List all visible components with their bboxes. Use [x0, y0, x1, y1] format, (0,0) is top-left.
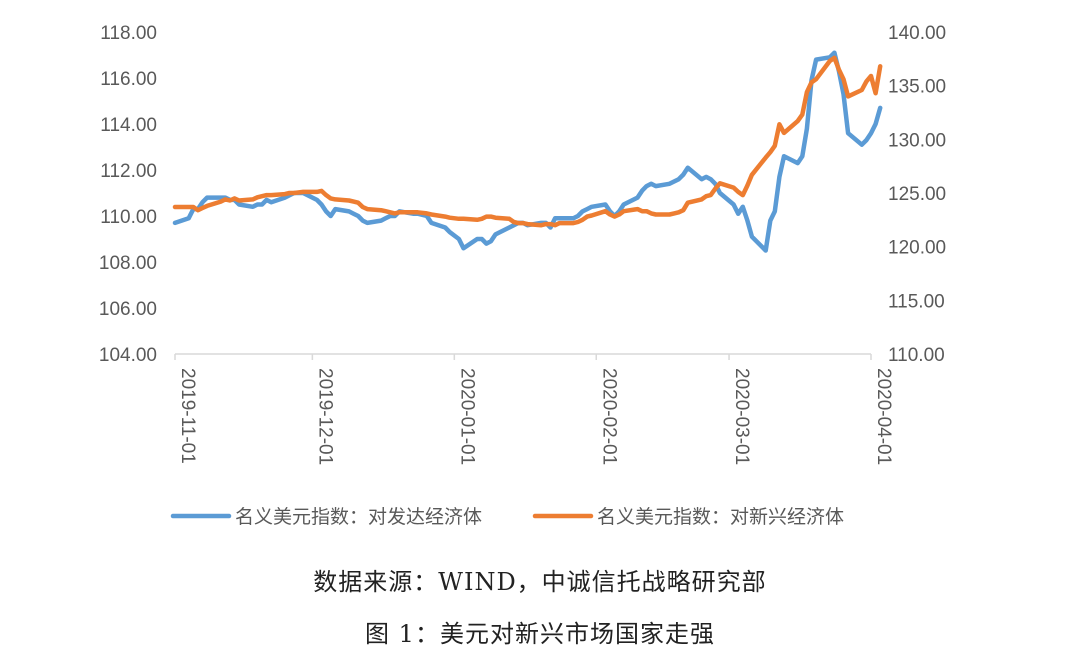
- y-right-tick-label: 140.00: [888, 23, 946, 44]
- y-axis-left: 104.00 106.00 108.00 110.00 112.00 114.00 116.…: [99, 23, 157, 366]
- x-tick-label: 2020-03-01: [731, 368, 752, 465]
- y-left-tick-label: 106.00: [99, 299, 157, 320]
- y-left-tick-label: 104.00: [99, 345, 157, 366]
- y-right-tick-label: 125.00: [888, 184, 946, 205]
- plot-area: [172, 50, 883, 253]
- x-tick-label: 2019-11-01: [177, 368, 198, 464]
- y-left-tick-label: 114.00: [100, 115, 157, 136]
- x-tick-label: 2020-04-01: [873, 368, 894, 465]
- series-line-emerging: [172, 55, 883, 228]
- y-right-tick-label: 110.00: [888, 345, 945, 366]
- y-right-tick-label: 115.00: [888, 291, 945, 312]
- source-caption: 数据来源：WIND，中诚信托战略研究部: [313, 568, 767, 596]
- legend: 名义美元指数：对发达经济体 名义美元指数：对新兴经济体: [170, 506, 844, 528]
- y-left-tick-label: 118.00: [100, 23, 157, 44]
- figure-caption: 图 1：美元对新兴市场国家走强: [365, 620, 715, 648]
- series-line-developed: [172, 50, 883, 253]
- x-tick-label: 2020-01-01: [456, 368, 477, 465]
- y-right-tick-label: 130.00: [888, 130, 946, 151]
- y-left-tick-label: 108.00: [99, 253, 157, 274]
- y-axis-right: 110.00 115.00 120.00 125.00 130.00 135.00 140.…: [888, 23, 946, 366]
- x-axis: 2019-11-01 2019-12-01 2020-01-01 2020-02-01…: [174, 354, 894, 465]
- legend-label: 名义美元指数：对发达经济体: [235, 506, 482, 528]
- y-right-tick-label: 135.00: [888, 77, 946, 98]
- legend-label: 名义美元指数：对新兴经济体: [597, 506, 844, 528]
- y-left-tick-label: 116.00: [100, 69, 157, 90]
- y-right-tick-label: 120.00: [888, 238, 946, 259]
- y-left-tick-label: 110.00: [100, 207, 157, 228]
- x-tick-label: 2020-02-01: [598, 368, 619, 465]
- x-tick-label: 2019-12-01: [314, 368, 335, 465]
- y-left-tick-label: 112.00: [100, 161, 157, 182]
- chart: 104.00 106.00 108.00 110.00 112.00 114.00 116.…: [99, 23, 946, 528]
